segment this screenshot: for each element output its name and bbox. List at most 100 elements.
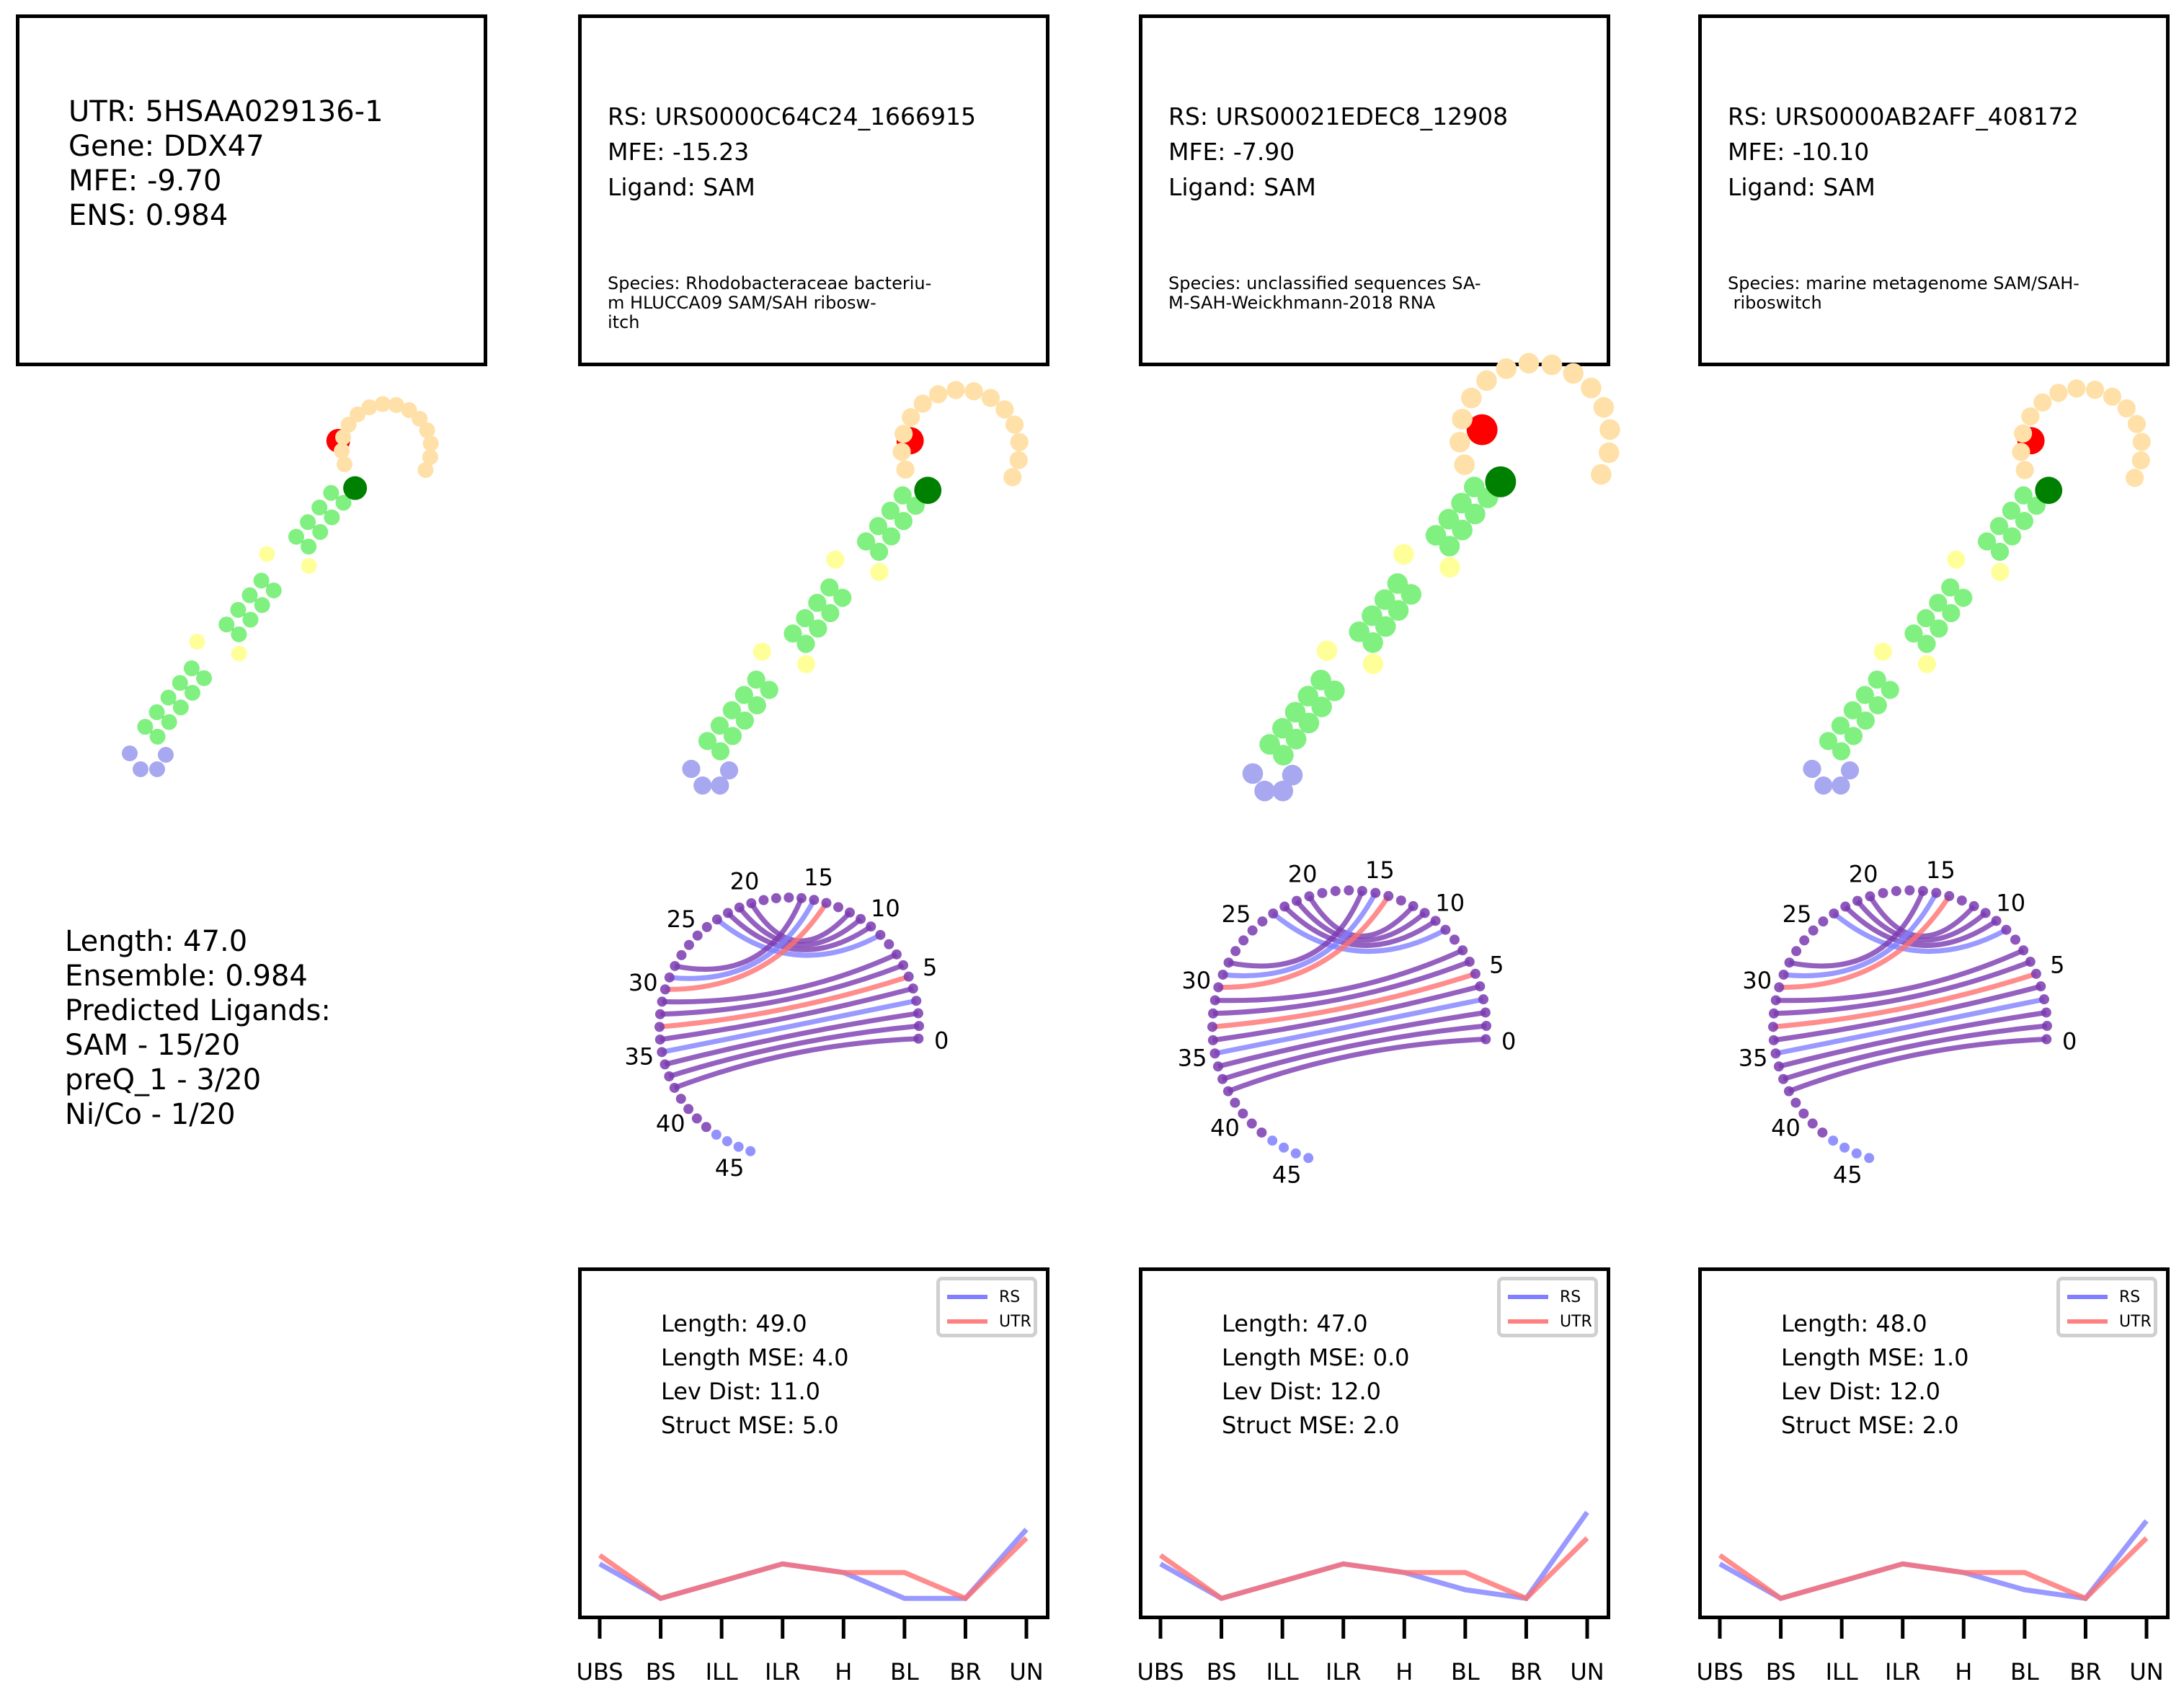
nucleotide bbox=[417, 461, 434, 478]
nucleotide bbox=[856, 532, 876, 551]
nucleotide-dot bbox=[1370, 887, 1381, 898]
stat-struct-mse: Struct MSE: 2.0 bbox=[1222, 1412, 1400, 1439]
nucleotide bbox=[719, 761, 739, 780]
anchor-nucleotide bbox=[914, 477, 942, 505]
chart-legend: RS UTR bbox=[1497, 1277, 1598, 1337]
x-tick-label: BS bbox=[1206, 1658, 1237, 1686]
nucleotide bbox=[172, 675, 188, 691]
pair-arc bbox=[668, 1023, 920, 1079]
nucleotide bbox=[1465, 503, 1486, 525]
nucleotide bbox=[1991, 562, 2010, 582]
nucleotide-dot bbox=[734, 902, 745, 913]
nucleotide bbox=[1541, 354, 1563, 376]
nucleotide-dot bbox=[1798, 1108, 1809, 1119]
nucleotide bbox=[2014, 424, 2033, 443]
nucleotide bbox=[964, 382, 983, 401]
nucleotide-dot bbox=[1808, 925, 1819, 936]
nucleotide bbox=[1496, 358, 1517, 379]
nucleotide-dot bbox=[1931, 887, 1942, 898]
nucleotide-dot bbox=[844, 907, 855, 918]
pair-arc bbox=[1779, 895, 1952, 990]
nucleotide bbox=[1929, 593, 1948, 612]
pair-arc bbox=[1212, 983, 1481, 1043]
nucleotide bbox=[1581, 377, 1602, 399]
summary-ligand-sam: SAM - 15/20 bbox=[65, 1029, 241, 1062]
nucleotide bbox=[723, 727, 742, 745]
stat-length-mse: Length MSE: 1.0 bbox=[1781, 1344, 1969, 1371]
nucleotide bbox=[1947, 550, 1966, 569]
nucleotide-dot bbox=[1852, 895, 1863, 906]
position-label: 0 bbox=[2062, 1027, 2077, 1055]
position-label: 15 bbox=[1365, 856, 1395, 884]
nucleotide-dot bbox=[1408, 900, 1419, 911]
nucleotide bbox=[693, 776, 712, 795]
nucleotide bbox=[946, 381, 965, 399]
nucleotide-dot bbox=[1256, 1127, 1267, 1138]
rs-id: RS: URS00021EDEC8_12908 bbox=[1168, 102, 1509, 130]
nucleotide bbox=[254, 597, 270, 614]
nucleotide-dot bbox=[1851, 1148, 1862, 1159]
nucleotide-dot bbox=[692, 930, 703, 941]
pair-arc bbox=[1212, 971, 1476, 1029]
nucleotide-dot bbox=[2001, 924, 2012, 935]
position-label: 20 bbox=[730, 867, 760, 895]
nucleotide bbox=[189, 634, 205, 650]
comparison-chart bbox=[1158, 1510, 1589, 1639]
nucleotide bbox=[2132, 433, 2151, 451]
structure-diagram bbox=[1242, 353, 1620, 802]
x-tick-label: UBS bbox=[576, 1658, 623, 1686]
nucleotide bbox=[1563, 363, 1584, 384]
legend-swatch-rs bbox=[947, 1295, 987, 1299]
nucleotide-dot bbox=[1770, 1048, 1781, 1059]
nucleotide bbox=[1917, 655, 1936, 673]
nucleotide bbox=[1439, 536, 1460, 557]
nucleotide-dot bbox=[1770, 995, 1781, 1006]
rs-info-box-2: RS: URS00021EDEC8_12908 MFE: -7.90 Ligan… bbox=[1139, 14, 1610, 366]
nucleotide-dot bbox=[1878, 887, 1888, 898]
nucleotide-dot bbox=[1865, 891, 1876, 902]
nucleotide bbox=[1439, 557, 1460, 578]
anchor-nucleotide bbox=[343, 476, 368, 500]
summary-ligand-preq1: preQ_1 - 3/20 bbox=[65, 1063, 262, 1097]
comparison-lines-layer bbox=[598, 1510, 2149, 1639]
x-tick-label: BS bbox=[1765, 1658, 1796, 1686]
pair-arc bbox=[1788, 890, 1926, 969]
nucleotide bbox=[1591, 464, 1612, 485]
nucleotide bbox=[869, 517, 888, 536]
legend-label-rs: RS bbox=[999, 1288, 1021, 1306]
nucleotide-dot bbox=[1217, 969, 1228, 980]
nucleotide-dot bbox=[1773, 1061, 1784, 1072]
nucleotide-dot bbox=[670, 960, 680, 971]
nucleotide bbox=[301, 539, 317, 555]
nucleotide-dot bbox=[1207, 1008, 1218, 1019]
x-tick-label: ILL bbox=[1825, 1658, 1858, 1686]
pair-arc bbox=[1832, 911, 2008, 954]
nucleotide-dot bbox=[1222, 1086, 1233, 1097]
position-label: 30 bbox=[629, 969, 658, 996]
nucleotide bbox=[1518, 353, 1540, 374]
nucleotide-dot bbox=[701, 1122, 711, 1133]
nucleotide-dot bbox=[2038, 994, 2049, 1005]
nucleotide bbox=[895, 425, 913, 443]
position-label: 40 bbox=[656, 1110, 685, 1137]
nucleotide-dot bbox=[1828, 1135, 1839, 1146]
position-label: 15 bbox=[1926, 856, 1956, 884]
nucleotide-dot bbox=[1968, 900, 1979, 911]
position-label: 5 bbox=[923, 954, 937, 981]
structure-diagram bbox=[122, 396, 439, 777]
nucleotide-dot bbox=[875, 929, 886, 940]
nucleotide-dot bbox=[1917, 885, 1928, 896]
nucleotide-dot bbox=[691, 1113, 702, 1124]
nucleotide-dot bbox=[1257, 916, 1268, 927]
position-label: 20 bbox=[1849, 861, 1878, 888]
nucleotide-dot bbox=[1209, 995, 1220, 1006]
nucleotide bbox=[1843, 701, 1862, 719]
nucleotide bbox=[137, 719, 154, 735]
nucleotide bbox=[1819, 732, 1838, 750]
nucleotide bbox=[312, 523, 329, 540]
nucleotide bbox=[1868, 670, 1886, 689]
nucleotide-dot bbox=[2030, 968, 2041, 979]
utr-ens: ENS: 0.984 bbox=[68, 199, 228, 232]
nucleotide-dot bbox=[654, 1009, 665, 1019]
nucleotide bbox=[374, 396, 391, 412]
